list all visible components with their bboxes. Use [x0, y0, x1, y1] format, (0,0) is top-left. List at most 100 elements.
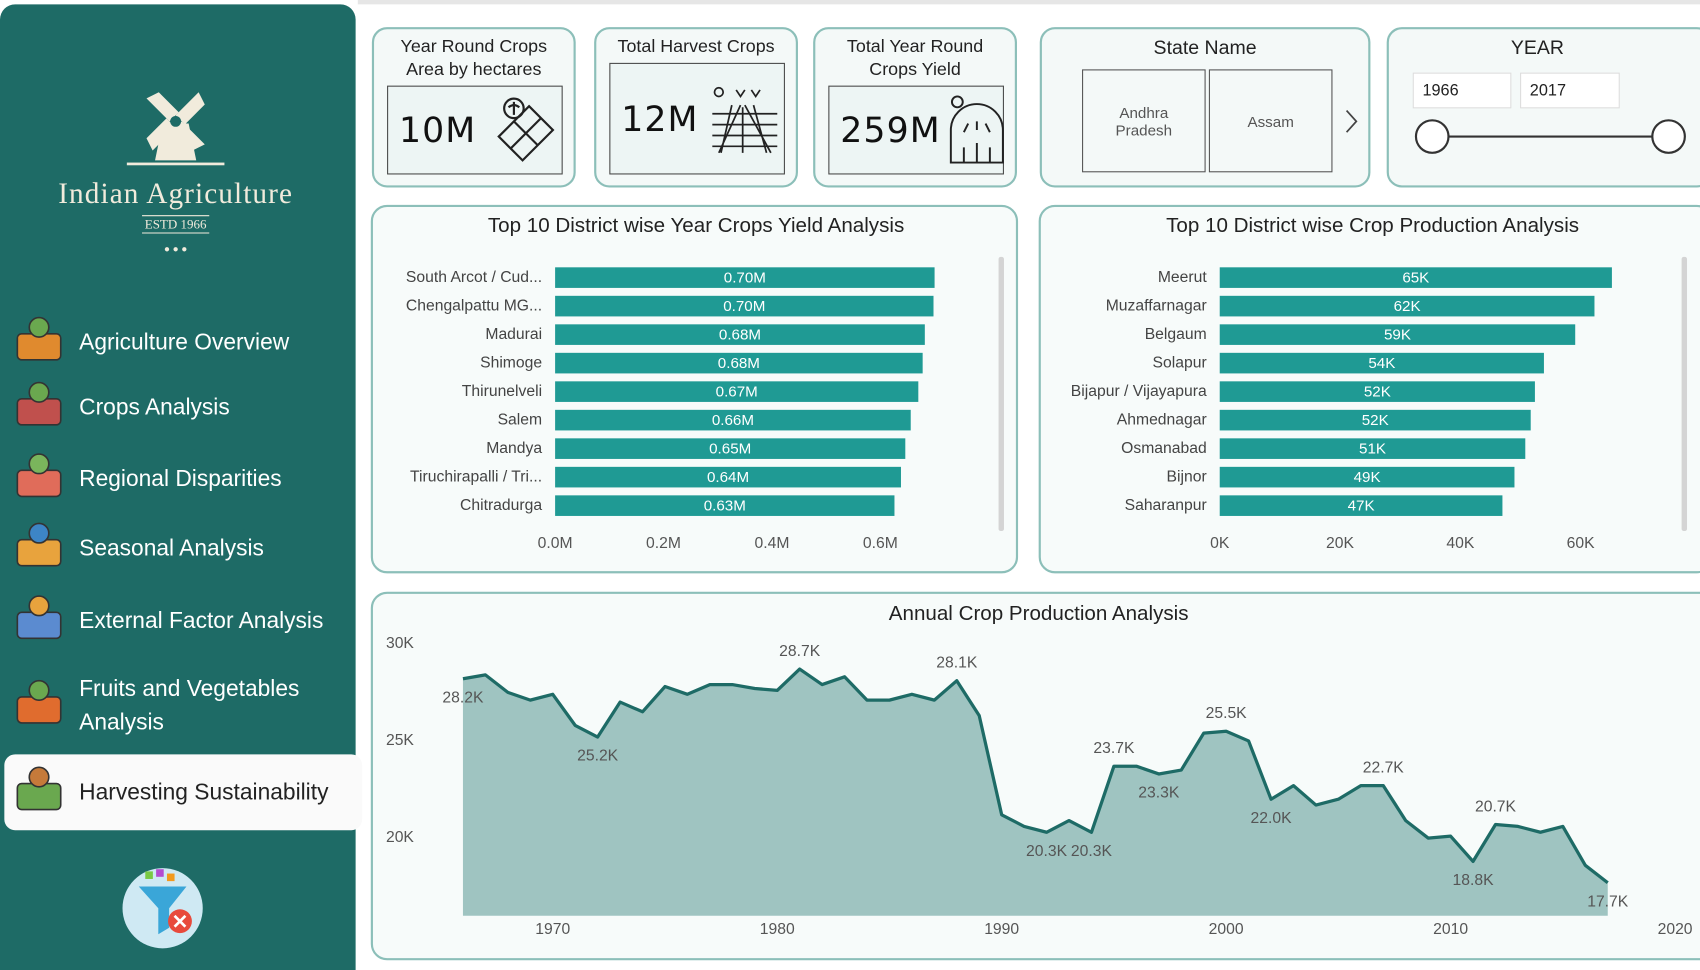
category-label: Ahmednagar — [1117, 411, 1207, 428]
bar — [1219, 409, 1531, 431]
nav-icon — [16, 679, 62, 724]
kpi-icon — [949, 95, 1004, 164]
category-label: Chitradurga — [460, 497, 542, 514]
data-label: 25.2K — [577, 748, 619, 765]
clear-filter-button[interactable] — [115, 861, 213, 959]
icon-shape — [28, 453, 50, 475]
data-label: 0.68M — [718, 355, 760, 372]
x-tick-label: 60K — [1567, 535, 1595, 552]
bar — [1219, 495, 1503, 516]
brand: Indian Agriculture — [58, 178, 293, 210]
nav-item[interactable]: Fruits and Vegetables Analysis — [79, 676, 300, 735]
x-tick-label: 2000 — [1209, 921, 1244, 938]
nav-item[interactable]: Crops Analysis — [79, 395, 230, 420]
nav-icon — [16, 316, 62, 361]
nav-item[interactable]: Seasonal Analysis — [79, 535, 264, 561]
category-label: Shimoge — [480, 354, 542, 371]
data-label: 28.2K — [442, 689, 484, 706]
nav-icon — [16, 595, 62, 640]
kpi-title: Total Year Round Crops Yield — [846, 36, 984, 80]
bar — [555, 352, 923, 374]
kpi-card: Year Round Crops Area by hectares 10M — [371, 27, 576, 188]
category-label: Saharanpur — [1125, 497, 1207, 514]
kpi-value: 12M — [621, 98, 699, 140]
data-label: 0.63M — [704, 498, 746, 515]
data-label: 0.70M — [723, 298, 765, 315]
data-label: 49K — [1354, 469, 1381, 486]
nav-item[interactable]: Agriculture Overview — [79, 330, 290, 355]
nav: Agriculture Overview Crops Analysis Region… — [0, 0, 363, 867]
icon-shape — [28, 381, 50, 403]
data-label: 59K — [1384, 327, 1411, 344]
kpi-box: 10M — [387, 85, 563, 175]
x-tick-label: 2010 — [1433, 921, 1468, 938]
kpi-title: Total Harvest Crops — [617, 36, 775, 57]
nav-item[interactable]: Regional Disparities — [79, 466, 282, 492]
kpi-title: Year Round Crops Area by hectares — [400, 36, 548, 80]
line — [462, 667, 1609, 885]
category-label: Thirunelveli — [462, 383, 542, 400]
chart-title: Top 10 District wise Crop Production Ana… — [1166, 214, 1579, 237]
x-tick-label: 2020 — [1658, 921, 1693, 938]
x-tick-label: 1990 — [984, 921, 1019, 938]
year-slicer: YEAR 1966 2017 — [1386, 27, 1700, 188]
data-label: 65K — [1402, 270, 1429, 287]
category-label: Belgaum — [1145, 326, 1207, 343]
data-label: 23.3K — [1138, 785, 1180, 802]
icon-shape — [28, 522, 50, 544]
category-label: Mandya — [486, 440, 542, 457]
bar — [1219, 352, 1544, 374]
x-tick-label: 20K — [1326, 535, 1354, 552]
data-label: 47K — [1348, 498, 1375, 515]
year-from[interactable]: 1966 — [1412, 72, 1512, 109]
nav-item[interactable]: External Factor Analysis — [79, 608, 324, 634]
data-label: 52K — [1362, 412, 1389, 429]
kpi-icon — [497, 97, 555, 162]
icon-shape — [28, 595, 50, 617]
top-bar — [357, 0, 1700, 5]
category-label: Meerut — [1158, 269, 1208, 286]
bar — [555, 495, 895, 516]
x-tick-label: 1980 — [760, 921, 795, 938]
chart-title: Annual Crop Production Analysis — [889, 602, 1189, 625]
category-label: Bijnor — [1167, 468, 1207, 485]
year-range[interactable] — [1389, 115, 1693, 158]
slicer-option[interactable]: Assam — [1208, 69, 1333, 173]
icon-shape — [28, 766, 50, 788]
data-label: 0.70M — [724, 270, 766, 287]
nav-icon — [16, 381, 62, 426]
data-label: 28.7K — [779, 643, 821, 660]
x-tick-label: 0.6M — [863, 535, 898, 552]
data-label: 25.5K — [1206, 705, 1248, 722]
data-label: 0.66M — [712, 412, 754, 429]
bar — [1219, 295, 1595, 317]
area-fill — [462, 669, 1608, 916]
state-slicer: State Name Andhra Pradesh Assam — [1039, 27, 1371, 188]
data-label: 51K — [1359, 441, 1386, 458]
chart-title: Top 10 District wise Year Crops Yield An… — [488, 214, 904, 237]
bar — [555, 381, 919, 402]
category-label: Salem — [498, 411, 543, 428]
nav-item[interactable]: Harvesting Sustainability — [79, 779, 329, 805]
data-label: 22.0K — [1251, 810, 1293, 827]
slicer-option[interactable]: Andhra Pradesh — [1082, 69, 1206, 173]
data-label: 0.67M — [716, 384, 758, 401]
data-label: 62K — [1394, 298, 1421, 315]
bar — [555, 267, 935, 288]
bar — [1219, 324, 1576, 345]
data-label: 0.64M — [707, 469, 749, 486]
kpi-card: Total Harvest Crops 12M — [594, 27, 798, 188]
category-label: Madurai — [485, 326, 542, 343]
year-to[interactable]: 2017 — [1520, 72, 1620, 109]
next-arrow[interactable] — [1341, 105, 1363, 138]
x-tick-label: 0K — [1210, 535, 1230, 552]
data-label: 28.1K — [936, 655, 978, 672]
icon-shape — [28, 316, 50, 338]
bar — [555, 466, 901, 488]
x-tick-label: 0.2M — [646, 535, 681, 552]
category-label: Osmanabad — [1121, 440, 1207, 457]
kpi-box: 12M — [609, 62, 785, 175]
data-label: 18.8K — [1453, 872, 1495, 889]
